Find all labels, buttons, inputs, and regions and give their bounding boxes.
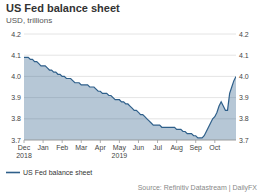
x-tick-label: Mar <box>75 144 88 151</box>
y-tick-label: 3.8 <box>11 115 21 122</box>
x-tick <box>24 140 25 143</box>
x-tick-label-line: Sep <box>189 144 202 152</box>
y-tick-label: 3.7 <box>11 137 21 144</box>
legend-swatch <box>6 172 20 174</box>
x-tick-label-line: Feb <box>56 144 68 151</box>
x-tick-label-line: May <box>113 144 127 152</box>
chart: US Fed balance sheet USD, trillions 3.7 3.7… <box>0 0 260 194</box>
x-tick <box>119 140 120 143</box>
x-tick-label-line: Oct <box>209 144 220 151</box>
x-tick-label: Dec2018 <box>16 144 32 159</box>
x-tick-label-line: Apr <box>95 144 107 152</box>
y-tick-label: 4.2 <box>11 31 21 38</box>
x-tick-label: Jan <box>37 144 48 151</box>
y2-tick-label: 3.9 <box>239 94 249 101</box>
x-tick-label: Aug <box>170 144 183 152</box>
grid <box>24 34 236 140</box>
line <box>24 57 236 138</box>
x-tick-label: Feb <box>56 144 68 151</box>
x-tick <box>157 140 158 143</box>
x-tick <box>176 140 177 143</box>
x-axis <box>24 140 236 141</box>
legend-label: US Fed balance sheet <box>23 169 92 176</box>
y2-tick-label: 3.8 <box>239 115 249 122</box>
y-tick-label: 4.1 <box>11 52 21 59</box>
title: US Fed balance sheet <box>6 2 120 14</box>
subtitle: USD, trillions <box>6 16 52 25</box>
y2-tick-label: 4.1 <box>239 52 249 59</box>
x-tick-label-line: Jul <box>153 144 162 151</box>
y2-tick-label: 4.2 <box>239 31 249 38</box>
y-tick-label: 3.9 <box>11 94 21 101</box>
x-tick-label-line: 2019 <box>112 152 128 159</box>
x-tick-label: May2019 <box>112 144 128 159</box>
grid-line <box>24 140 236 141</box>
x-tick <box>81 140 82 143</box>
x-tick-label: Sep <box>189 144 202 152</box>
x-tick-label-line: Aug <box>170 144 183 152</box>
x-tick <box>195 140 196 143</box>
x-tick <box>100 140 101 143</box>
y2-tick-label: 4.0 <box>239 73 249 80</box>
x-tick-label-line: Jan <box>37 144 48 151</box>
x-tick-label: Apr <box>95 144 107 152</box>
grid-line <box>24 55 236 56</box>
x-tick-label: Jul <box>153 144 162 151</box>
x-tick <box>43 140 44 143</box>
y-tick-label: 4.0 <box>11 73 21 80</box>
source: Source: Refinitiv Datastream | DailyFX <box>138 184 258 192</box>
x-tick-label-line: 2018 <box>16 152 32 159</box>
x-tick-label: Jun <box>133 144 144 151</box>
x-tick-label-line: Dec <box>18 144 31 151</box>
grid-line <box>24 34 236 35</box>
x-tick <box>214 140 215 143</box>
legend: US Fed balance sheet <box>6 169 92 176</box>
x-tick-label: Oct <box>209 144 220 151</box>
x-tick <box>62 140 63 143</box>
y2-tick-label: 3.7 <box>239 137 249 144</box>
x-tick-label-line: Mar <box>75 144 88 151</box>
data <box>24 57 236 140</box>
x-tick <box>138 140 139 143</box>
area <box>24 57 236 140</box>
x-tick-label-line: Jun <box>133 144 144 151</box>
